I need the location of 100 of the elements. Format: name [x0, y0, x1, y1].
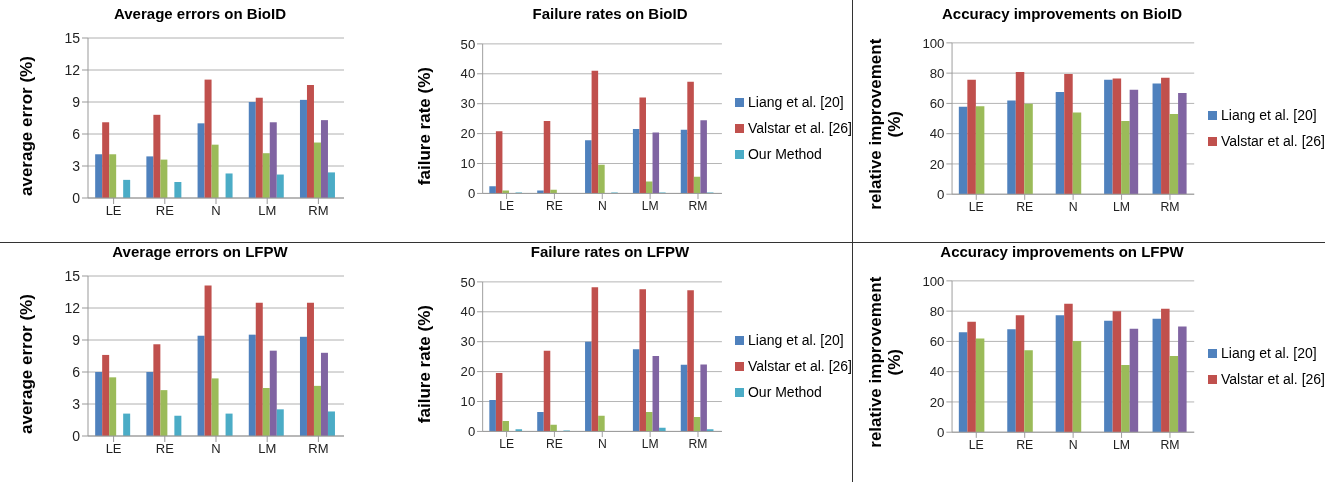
- bar: [95, 372, 103, 436]
- y-tick-label: 50: [460, 36, 475, 52]
- bar: [95, 154, 103, 198]
- bar: [1064, 303, 1073, 433]
- bar: [680, 129, 687, 194]
- bar: [248, 102, 256, 198]
- y-tick-label: 80: [929, 65, 945, 81]
- bar: [327, 172, 335, 198]
- bar: [197, 335, 205, 436]
- y-tick-label: 15: [64, 29, 81, 46]
- bar: [1024, 103, 1034, 195]
- bar: [1024, 350, 1034, 433]
- bar: [313, 142, 321, 198]
- y-tick-label: 20: [460, 126, 475, 142]
- bar: [976, 106, 985, 195]
- x-tick-label: LE: [968, 437, 984, 452]
- x-tick-label: RM: [688, 436, 708, 451]
- bar: [645, 181, 653, 194]
- legend-label: Valstar et al. [26]: [1220, 133, 1325, 149]
- x-tick-label: LM: [1113, 199, 1131, 214]
- y-tick-label: 20: [929, 156, 945, 172]
- y-tick-label: 60: [929, 96, 945, 112]
- y-tick-label: 40: [460, 304, 475, 320]
- bar: [109, 377, 117, 436]
- bar: [1015, 71, 1025, 195]
- y-tick-label: 30: [460, 334, 475, 350]
- y-tick-label: 10: [460, 156, 475, 172]
- bar: [1178, 326, 1187, 433]
- chart-title: Failure rates on BioID: [531, 4, 689, 24]
- bar: [320, 120, 328, 198]
- chart-title: Average errors on LFPW: [111, 242, 289, 262]
- x-tick-label: RE: [1016, 199, 1034, 214]
- bar: [495, 131, 503, 194]
- bar: [1104, 79, 1113, 195]
- y-tick-label: 0: [467, 424, 475, 440]
- x-tick-label: RM: [308, 441, 329, 457]
- bar: [502, 420, 509, 432]
- bar: [639, 97, 646, 194]
- x-tick-label: LM: [258, 441, 277, 457]
- x-tick-label: RM: [1160, 437, 1180, 452]
- x-tick-label: LM: [641, 198, 659, 213]
- y-tick-label: 30: [460, 96, 475, 112]
- x-tick-label: RE: [545, 198, 563, 213]
- x-tick-label: RM: [688, 198, 708, 213]
- bar: [639, 289, 646, 432]
- chart-title: Accuracy improvements on BioID: [940, 4, 1184, 24]
- bar: [584, 140, 592, 194]
- bar: [543, 121, 550, 194]
- bar: [699, 364, 707, 432]
- legend-label: Valstar et al. [26]: [747, 120, 852, 136]
- bar: [276, 174, 284, 198]
- y-tick-label: 50: [460, 274, 475, 290]
- bar: [102, 354, 110, 436]
- bar: [549, 424, 557, 432]
- bar: [255, 97, 263, 198]
- legend-label: Liang et al. [20]: [747, 332, 844, 348]
- bar: [174, 415, 182, 436]
- bar: [146, 156, 154, 198]
- bar: [269, 350, 277, 436]
- y-tick-label: 9: [72, 331, 81, 348]
- bar: [1161, 77, 1170, 195]
- y-tick-label: 100: [922, 273, 945, 289]
- bar: [959, 332, 968, 433]
- y-tick-label: 40: [929, 364, 945, 380]
- bar: [1169, 355, 1179, 433]
- y-tick-label: 6: [72, 125, 81, 142]
- x-tick-label: LE: [498, 198, 514, 213]
- bar: [306, 302, 314, 436]
- bar: [204, 285, 212, 436]
- bar: [686, 290, 694, 432]
- bar: [967, 79, 977, 195]
- bar: [225, 173, 233, 198]
- y-tick-label: 0: [937, 424, 945, 440]
- x-tick-label: N: [211, 203, 221, 219]
- bar: [197, 123, 205, 198]
- bar: [632, 129, 640, 194]
- bar: [313, 385, 321, 436]
- legend-label: Liang et al. [20]: [1220, 345, 1317, 361]
- x-tick-label: LE: [105, 203, 122, 219]
- y-tick-label: 0: [467, 186, 475, 202]
- y-tick-label: 3: [72, 157, 81, 174]
- bar: [299, 99, 307, 198]
- y-tick-label: 40: [460, 66, 475, 82]
- bar: [1178, 93, 1187, 195]
- legend-label: Valstar et al. [26]: [1220, 371, 1325, 387]
- bar: [1015, 315, 1025, 433]
- bar: [204, 79, 212, 198]
- bar: [658, 427, 666, 432]
- y-tick-label: 100: [922, 35, 945, 51]
- y-tick-label: 80: [929, 303, 945, 319]
- bar: [1104, 320, 1113, 433]
- bar: [488, 400, 496, 432]
- bar: [225, 413, 233, 436]
- x-tick-label: LM: [1113, 437, 1131, 452]
- x-tick-label: N: [1068, 199, 1078, 214]
- bar: [1055, 91, 1065, 195]
- x-tick-label: N: [211, 441, 221, 457]
- bar: [1072, 112, 1082, 195]
- bar: [1129, 89, 1139, 195]
- y-axis-title: relative improvement (%): [866, 37, 905, 212]
